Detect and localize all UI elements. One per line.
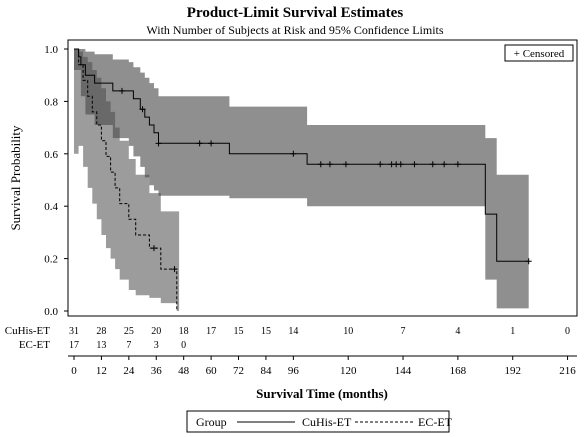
- censor-mark-cuhis: [118, 87, 125, 94]
- at-risk-count: 13: [96, 340, 106, 351]
- censor-marks: [118, 87, 532, 273]
- chart-title: Product-Limit Survival Estimates: [187, 5, 404, 21]
- at-risk-count: 28: [96, 326, 106, 337]
- at-risk-count: 15: [261, 326, 271, 337]
- x-tick-label: 192: [504, 365, 521, 377]
- x-tick-label: 12: [96, 365, 107, 377]
- at-risk-count: 10: [343, 326, 353, 337]
- x-tick-label: 168: [450, 365, 467, 377]
- x-tick-label: 96: [288, 365, 300, 377]
- group-legend-box: [186, 410, 450, 433]
- x-tick-label: 72: [233, 365, 244, 377]
- x-axis-label: Survival Time (months): [256, 386, 388, 401]
- group-legend: Group CuHis-ET EC-ET: [186, 410, 453, 433]
- censor-mark-cuhis: [454, 161, 461, 168]
- group-legend-title: Group: [196, 415, 227, 429]
- at-risk-count: 1: [510, 326, 515, 337]
- at-risk-group-label: CuHis-ET: [5, 325, 51, 337]
- censor-mark-cuhis: [290, 150, 297, 157]
- survival-line-ecet: [74, 48, 178, 311]
- y-tick-label: 0.2: [44, 254, 58, 266]
- at-risk-count: 4: [455, 326, 460, 337]
- chart-subtitle: With Number of Subjects at Risk and 95% …: [146, 23, 443, 37]
- confidence-band-cuhis: [74, 49, 529, 309]
- at-risk-count: 17: [206, 326, 216, 337]
- x-tick-label: 144: [395, 365, 412, 377]
- censor-mark-ecet: [171, 266, 178, 273]
- at-risk-count: 3: [154, 340, 159, 351]
- at-risk-count: 0: [565, 326, 570, 337]
- at-risk-count: 25: [124, 326, 134, 337]
- censor-mark-cuhis: [326, 161, 333, 168]
- censor-mark-cuhis: [411, 161, 418, 168]
- x-tick-label: 120: [340, 365, 357, 377]
- at-risk-count: 14: [288, 326, 298, 337]
- censor-mark-cuhis: [342, 161, 349, 168]
- x-tick-label: 216: [559, 365, 576, 377]
- censor-mark-cuhis: [139, 106, 146, 113]
- y-tick-label: 1.0: [44, 44, 58, 56]
- censor-mark-cuhis: [155, 140, 162, 147]
- x-tick-label: 60: [206, 365, 218, 377]
- censor-mark-cuhis: [317, 161, 324, 168]
- at-risk-group-label: EC-ET: [19, 339, 50, 351]
- censor-mark-cuhis: [196, 140, 203, 147]
- censor-mark-cuhis: [441, 161, 448, 168]
- y-tick-label: 0.4: [44, 201, 58, 213]
- confidence-band-ecet: [74, 49, 180, 311]
- x-tick-label: 36: [151, 365, 163, 377]
- censor-mark-cuhis: [208, 140, 215, 147]
- y-tick-label: 0.0: [44, 306, 58, 318]
- censored-legend-box: [504, 44, 574, 62]
- censored-legend-label: + Censored: [514, 48, 565, 60]
- at-risk-count: 7: [126, 340, 131, 351]
- x-axis: 0 12 24 36 48 60 72 84 96 120 144 168 192 216: [71, 356, 576, 377]
- at-risk-count: 18: [179, 326, 189, 337]
- at-risk-count: 15: [234, 326, 244, 337]
- plot-frame: [67, 39, 578, 317]
- y-tick-label: 0.6: [44, 149, 58, 161]
- censor-mark-cuhis: [525, 258, 532, 265]
- at-risk-count: 7: [401, 326, 406, 337]
- x-tick-label: 84: [260, 365, 272, 377]
- confidence-bands: [74, 49, 529, 311]
- at-risk-table: CuHis-ET 31 28 25 20 18 17 15 15 14 10 7 4 1 0EC-ET 17 1…: [5, 325, 570, 351]
- legend-label-ecet: EC-ET: [418, 415, 453, 429]
- censor-mark-cuhis: [397, 161, 404, 168]
- y-axis-label: Survival Probability: [8, 125, 23, 231]
- legend-label-cuhis: CuHis-ET: [302, 415, 352, 429]
- x-tick-label: 0: [71, 365, 77, 377]
- x-tick-label: 24: [123, 365, 135, 377]
- at-risk-count: 0: [181, 340, 186, 351]
- censor-mark-cuhis: [429, 161, 436, 168]
- y-axis: 0.0 0.2 0.4 0.6 0.8 1.0: [44, 44, 68, 318]
- x-tick-label: 48: [178, 365, 190, 377]
- at-risk-count: 17: [69, 340, 79, 351]
- censor-mark-cuhis: [377, 161, 384, 168]
- y-tick-label: 0.8: [44, 96, 58, 108]
- at-risk-count: 31: [69, 326, 79, 337]
- censor-mark-ecet: [150, 245, 157, 252]
- at-risk-count: 20: [151, 326, 161, 337]
